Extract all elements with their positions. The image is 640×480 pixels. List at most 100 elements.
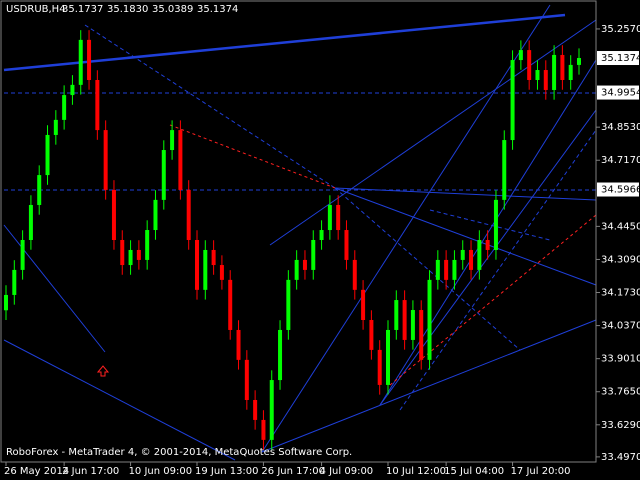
candle-body (269, 380, 274, 440)
plot-frame (0, 0, 597, 463)
candle-body (410, 310, 415, 340)
x-tick-label: 10 Jun 09:00 (129, 466, 193, 477)
y-tick-label: 34.3090 (601, 254, 640, 265)
candle-body (95, 79, 100, 131)
candle-body (377, 349, 382, 385)
candle-body (4, 294, 8, 311)
candle-body (577, 58, 581, 65)
candle-body (12, 269, 17, 295)
candle-body (386, 329, 390, 385)
price-label-box (597, 51, 639, 66)
candle-body (145, 230, 150, 260)
candle-body (211, 249, 216, 266)
x-tick-label: 26 May 2014 (4, 466, 69, 477)
candle-body (302, 259, 307, 270)
candle-body (319, 230, 324, 240)
candle-body (253, 399, 258, 420)
candle-body (485, 239, 490, 250)
y-tick-label: 33.4970 (601, 452, 640, 463)
candle-body (402, 300, 407, 340)
header-value: 35.1737 (62, 4, 103, 15)
candle-body (195, 239, 199, 290)
y-tick-label: 34.1730 (601, 288, 640, 299)
candle-body (161, 150, 166, 200)
candle-body (352, 259, 357, 290)
candle-body (103, 130, 108, 190)
candle-body (502, 140, 507, 200)
trend-line (261, 319, 597, 453)
trend-line (261, 4, 551, 453)
y-tick-label: 33.6290 (601, 420, 640, 431)
candle-body (45, 134, 50, 176)
x-tick-label: 2 Jun 17:00 (62, 466, 119, 477)
price-label: 35.1374 (601, 53, 640, 64)
price-label-box (597, 85, 639, 100)
candle-body (128, 249, 133, 266)
candle-body (336, 204, 341, 231)
candle-body (535, 70, 540, 80)
candle-body (394, 300, 399, 330)
candle-body (452, 259, 457, 280)
candle-body (427, 279, 432, 360)
candle-body (219, 265, 224, 280)
trend-line (389, 214, 597, 386)
candle-body (62, 95, 67, 120)
candle-body (419, 310, 424, 360)
candle-body (560, 54, 565, 80)
footer: RoboForex - MetaTrader 4, © 2001-2014, M… (6, 447, 352, 458)
candle-body (228, 279, 233, 330)
candle-body (294, 259, 299, 280)
trend-line (334, 187, 521, 351)
candle-body (120, 239, 125, 266)
x-tick-label: 4 Jul 09:00 (320, 466, 374, 477)
header-value: 35.0389 (152, 4, 193, 15)
header-value: 35.1830 (107, 4, 148, 15)
trend-line (399, 129, 597, 411)
candle-body (469, 249, 474, 270)
y-tick-label: 34.7170 (601, 155, 640, 166)
candle-body (170, 130, 175, 151)
y-tick-label: 35.2570 (601, 24, 640, 35)
candle-body (510, 60, 515, 141)
candle-body (70, 84, 75, 96)
candle-body (369, 319, 374, 350)
candle-body (493, 199, 498, 250)
candle-body (435, 259, 440, 280)
header-value: 35.1374 (197, 4, 238, 15)
x-tick-label: 19 Jun 13:00 (195, 466, 259, 477)
up-arrow (96, 365, 110, 377)
x-tick-label: 10 Jul 12:00 (386, 466, 446, 477)
x-tick-label: 26 Jun 17:00 (261, 466, 325, 477)
price-label: 34.9954 (601, 88, 640, 99)
candle-body (236, 329, 241, 360)
candle-body (327, 204, 332, 231)
candle-body (543, 70, 548, 90)
candle-body (286, 279, 291, 330)
candle-body (28, 204, 33, 240)
candle-body (444, 259, 449, 280)
candle-body (111, 189, 116, 240)
candle-body (568, 64, 573, 80)
price-label: 34.5966 (601, 185, 640, 196)
trend-line (3, 13, 566, 72)
y-tick-label: 34.0370 (601, 321, 640, 332)
candle-body (261, 419, 266, 440)
trend-line (3, 339, 236, 461)
trend-line (334, 187, 597, 286)
candle-body (203, 249, 208, 290)
x-tick-label: 15 Jul 04:00 (444, 466, 504, 477)
candle-body (78, 39, 83, 85)
candle-body (136, 249, 141, 260)
candle-body (186, 189, 191, 240)
candle-body (552, 54, 557, 90)
candle-body (53, 119, 58, 135)
candle-body (518, 50, 523, 61)
trend-line (269, 19, 597, 246)
price-label-box (597, 182, 639, 197)
candle-body (278, 329, 283, 381)
y-tick-label: 33.7650 (601, 387, 640, 398)
candle-body (460, 249, 465, 260)
candle-body (20, 239, 25, 270)
